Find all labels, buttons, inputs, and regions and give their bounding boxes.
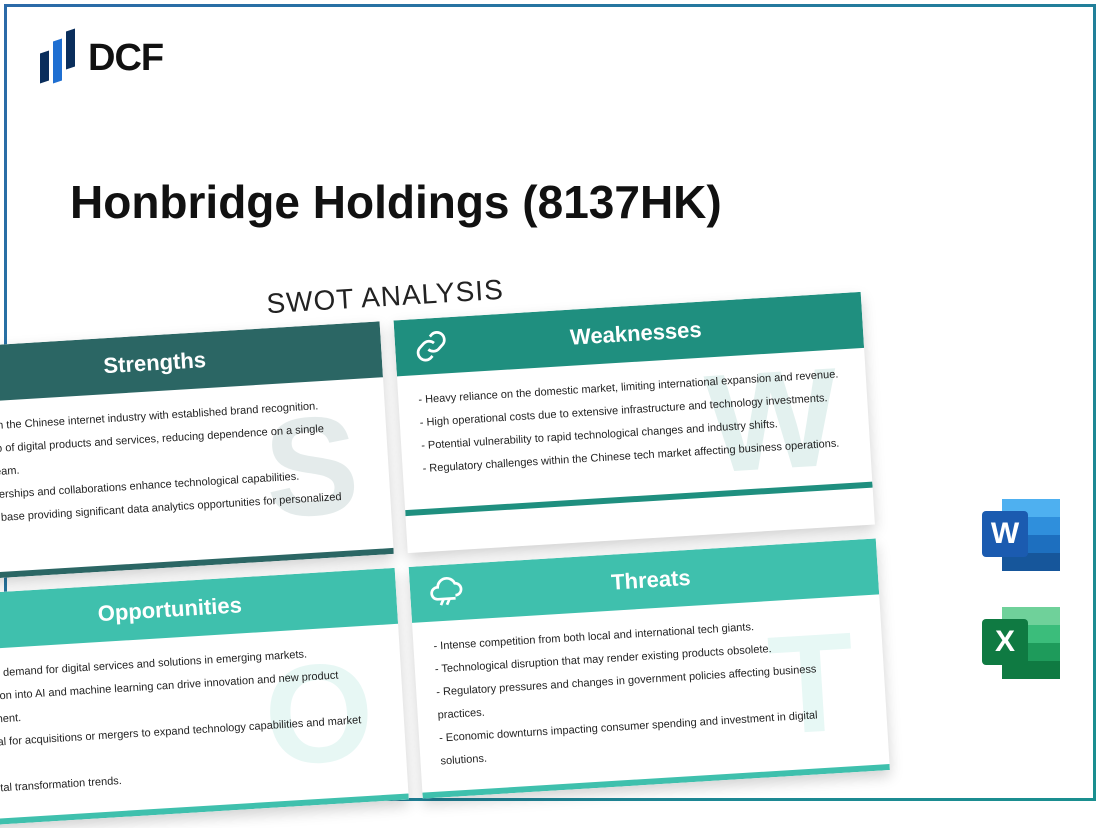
dcf-logo: DCF — [40, 30, 163, 86]
weaknesses-body: W - Heavy reliance on the domestic marke… — [397, 348, 873, 516]
word-letter: W — [982, 511, 1028, 557]
weaknesses-card: Weaknesses W - Heavy reliance on the dom… — [394, 292, 875, 553]
threats-body: T - Intense competition from both local … — [412, 594, 890, 799]
file-icons: W X — [982, 499, 1060, 685]
strengths-card: Strengths S ng foothold in the Chinese i… — [0, 321, 394, 582]
weaknesses-label: Weaknesses — [476, 308, 845, 356]
excel-icon: X — [982, 607, 1060, 685]
opportunities-label: Opportunities — [10, 584, 379, 632]
word-icon: W — [982, 499, 1060, 577]
threats-card: Threats T - Intense competition from bot… — [409, 538, 890, 799]
dcf-logo-text: DCF — [88, 37, 163, 80]
opportunities-card: Opportunities O - Growing demand for dig… — [0, 567, 409, 828]
excel-letter: X — [982, 619, 1028, 665]
strengths-label: Strengths — [0, 337, 364, 385]
cloud-icon — [427, 573, 465, 611]
dcf-logo-bars — [40, 30, 78, 86]
link-icon — [412, 327, 450, 365]
threats-label: Threats — [491, 554, 860, 602]
strengths-body: S ng foothold in the Chinese internet in… — [0, 377, 394, 582]
swot-grid: Strengths S ng foothold in the Chinese i… — [0, 292, 890, 828]
opportunities-body: O - Growing demand for digital services … — [0, 623, 409, 828]
swot-container: SWOT ANALYSIS Strengths S ng foothold in… — [0, 252, 890, 828]
page-title: Honbridge Holdings (8137HK) — [70, 175, 722, 229]
